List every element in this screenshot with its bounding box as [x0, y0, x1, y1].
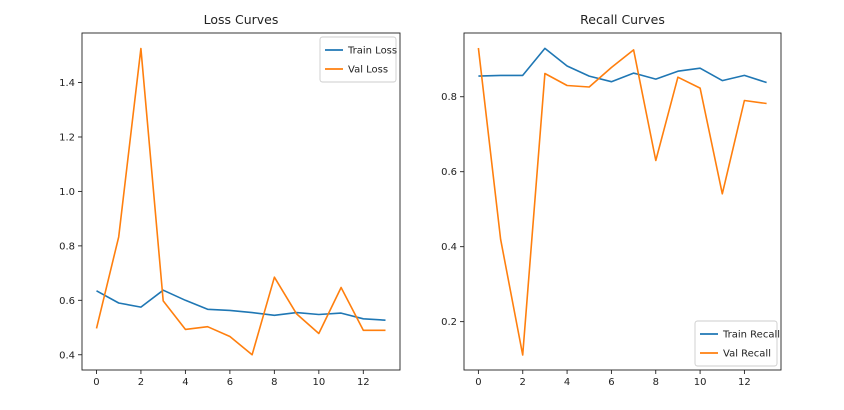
- legend-box: [694, 320, 778, 367]
- y-tick-label: 1.0: [59, 187, 75, 198]
- y-tick-label: 0.4: [59, 350, 75, 361]
- y-tick-label: 0.8: [59, 241, 75, 252]
- x-tick-label: 6: [608, 377, 614, 388]
- chart-title: Loss Curves: [204, 12, 279, 27]
- x-tick-label: 2: [138, 377, 144, 388]
- y-tick-label: 0.2: [441, 317, 457, 328]
- x-tick-label: 12: [738, 377, 751, 388]
- y-tick-label: 0.8: [441, 92, 457, 103]
- x-tick-label: 8: [653, 377, 659, 388]
- x-tick-label: 0: [93, 377, 99, 388]
- y-tick-label: 0.6: [59, 296, 75, 307]
- chart-title: Recall Curves: [580, 12, 665, 27]
- x-tick-label: 4: [564, 377, 570, 388]
- x-tick-label: 12: [357, 377, 370, 388]
- series-line-val-recall: [477, 47, 767, 356]
- x-tick-label: 10: [694, 377, 707, 388]
- legend-box: [319, 36, 397, 83]
- legend-label: Val Recall: [723, 349, 771, 360]
- chart-2: Recall Curves 0 2 4 6 8 10 12 0.2 0.4 0.6 0.8 Train …: [441, 12, 782, 388]
- x-tick-label: 8: [271, 377, 277, 388]
- series-line-train-recall: [478, 47, 767, 84]
- x-tick-label: 10: [312, 377, 325, 388]
- chart-1: Loss Curves 0 2 4 6 8 10 12 0.4 0.6 0.8 1.0 1.2 1.4 Tr…: [59, 12, 401, 388]
- x-tick-label: 2: [520, 377, 526, 388]
- legend-label: Val Loss: [348, 65, 388, 76]
- legend: Train Loss Val Loss: [319, 36, 397, 83]
- series-line-train-loss: [96, 289, 386, 321]
- x-tick-label: 6: [227, 377, 233, 388]
- series-line-val-loss: [95, 47, 386, 356]
- x-tick-label: 4: [182, 377, 188, 388]
- plot-frame: [81, 32, 401, 371]
- y-tick-label: 0.4: [441, 242, 457, 253]
- plot-frame: [463, 32, 782, 371]
- y-tick-label: 1.4: [59, 78, 75, 89]
- y-tick-label: 0.6: [441, 167, 457, 178]
- x-tick-label: 0: [475, 377, 481, 388]
- legend-label: Train Loss: [347, 46, 397, 57]
- y-tick-label: 1.2: [59, 132, 75, 143]
- legend-label: Train Recall: [722, 330, 780, 341]
- legend: Train Recall Val Recall: [694, 320, 780, 367]
